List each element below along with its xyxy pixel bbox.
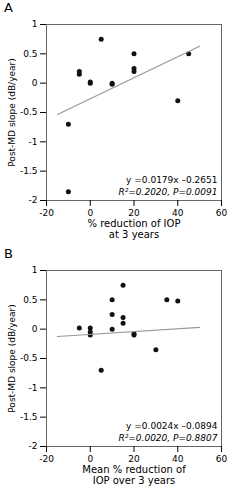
- svg-text:-1.5: -1.5: [20, 412, 38, 422]
- svg-text:20: 20: [128, 454, 140, 464]
- svg-text:-1: -1: [29, 137, 38, 147]
- svg-text:y =0.0179x –0.2651: y =0.0179x –0.2651: [126, 175, 217, 185]
- svg-text:40: 40: [172, 454, 184, 464]
- svg-text:-0.5: -0.5: [20, 107, 38, 117]
- svg-text:y =0.0024x –0.0894: y =0.0024x –0.0894: [126, 421, 218, 431]
- svg-text:-2: -2: [29, 441, 38, 451]
- html-text:A: A: [4, 0, 13, 15]
- svg-text:40: 40: [172, 208, 184, 218]
- svg-text:Post-MD slope (dB/year): Post-MD slope (dB/year): [7, 304, 17, 412]
- svg-text:0: 0: [32, 78, 38, 88]
- svg-text:Mean % reduction ofIOP over 3: Mean % reduction ofIOP over 3 years: [82, 464, 186, 486]
- svg-text:-20: -20: [39, 208, 54, 218]
- svg-text:0.5: 0.5: [23, 295, 37, 305]
- svg-text:R²=0.2020, P=0.0091: R²=0.2020, P=0.0091: [118, 187, 217, 197]
- svg-text:-1.5: -1.5: [20, 166, 38, 176]
- svg-text:20: 20: [128, 208, 140, 218]
- svg-text:0: 0: [87, 454, 93, 464]
- svg-text:-20: -20: [39, 454, 54, 464]
- html-text:B: B: [4, 246, 13, 261]
- svg-text:0: 0: [32, 324, 38, 334]
- svg-text:60: 60: [216, 208, 228, 218]
- svg-text:-2: -2: [29, 195, 38, 205]
- svg-text:Post-MD slope (dB/year): Post-MD slope (dB/year): [7, 58, 17, 166]
- svg-text:0: 0: [87, 208, 93, 218]
- svg-text:0.5: 0.5: [23, 49, 37, 59]
- svg-text:R²=0.0020, P=0.8807: R²=0.0020, P=0.8807: [118, 433, 217, 443]
- svg-text:% reduction of IOPat 3 years: % reduction of IOPat 3 years: [88, 218, 181, 240]
- svg-text:-0.5: -0.5: [20, 353, 38, 363]
- svg-text:60: 60: [216, 454, 228, 464]
- svg-text:1: 1: [32, 19, 38, 29]
- svg-text:-1: -1: [29, 383, 38, 393]
- svg-text:1: 1: [32, 265, 38, 275]
